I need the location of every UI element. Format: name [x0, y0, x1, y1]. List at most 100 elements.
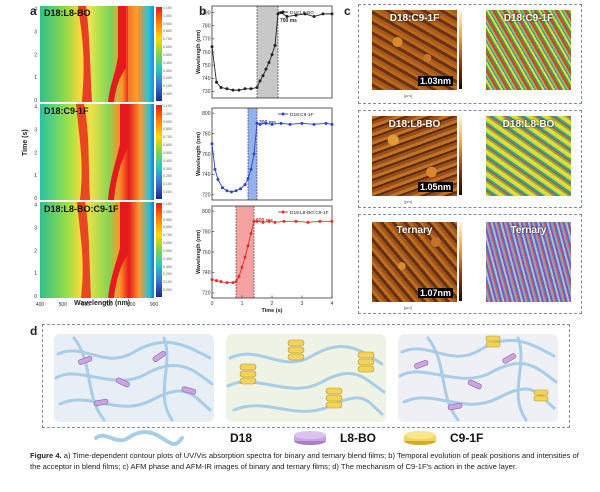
- panel-a-xtick: 400: [36, 302, 45, 308]
- panel-a-ytick: 4: [34, 203, 37, 209]
- contour-plot-binary-c91f: D18:C9-1F: [40, 104, 154, 200]
- panel-a-ytick: 0: [34, 196, 37, 202]
- data-point: [273, 220, 277, 224]
- colorbar-tick: 0.500: [163, 248, 172, 253]
- data-point: [276, 12, 280, 16]
- afm-phase-l8bo: D18:L8-BO 1.05nm: [372, 116, 457, 196]
- afm-colorbar-2: [459, 117, 462, 195]
- data-point: [225, 87, 229, 91]
- colorbar-tick: 1.100: [163, 6, 172, 10]
- data-point: [279, 121, 283, 125]
- ytick-label: 760: [202, 50, 211, 56]
- data-point: [330, 12, 334, 16]
- data-point: [230, 190, 233, 194]
- panel-a-ytick: 4: [34, 105, 37, 111]
- legend-marker: [281, 210, 285, 214]
- panel-a-ytick: 0: [34, 98, 37, 104]
- data-point: [264, 67, 268, 71]
- ytick-label: 760: [202, 250, 211, 256]
- data-point: [246, 244, 250, 248]
- data-point: [318, 219, 322, 223]
- panel-a-ytick: 3: [34, 225, 37, 231]
- ytick-label: 740: [202, 76, 211, 82]
- data-point: [219, 280, 223, 284]
- colorbar-tick: 0.400: [163, 158, 172, 163]
- data-point: [294, 13, 298, 17]
- colorbar-tick: 0.200: [163, 174, 172, 179]
- data-point: [215, 80, 218, 84]
- data-point: [306, 220, 310, 224]
- xtick-label: 4: [331, 301, 334, 307]
- afm-phase-label-2: D18:L8-BO: [388, 119, 441, 130]
- colorbar-tick: 0.400: [163, 256, 172, 261]
- afm-box-2: [358, 110, 582, 208]
- data-point: [219, 85, 223, 89]
- ytick-label: 780: [202, 24, 211, 30]
- caption-text: a) Time-dependent contour plots of UV/Vi…: [30, 451, 579, 471]
- panel-a-ytick: 1: [34, 173, 37, 179]
- colorbar-tick: 0.200: [163, 272, 172, 277]
- panel-a-ytick: 3: [34, 127, 37, 133]
- duration-annotation: 600 ms: [256, 218, 273, 224]
- data-point: [210, 142, 214, 146]
- ytick-label: 750: [202, 63, 211, 69]
- afm-unit-1: [µm]: [404, 93, 412, 98]
- afm-colorbar-3: [459, 223, 462, 301]
- data-point: [258, 122, 262, 126]
- afm-ir-c91f: D18:C9-1F: [486, 10, 571, 90]
- panel-a-ytick: 1: [34, 75, 37, 81]
- data-point: [243, 87, 247, 91]
- schematic-binary-l8bo: [54, 334, 214, 422]
- ylabel: Wavelength (nm): [196, 230, 202, 274]
- colorbar-tick: 0.500: [163, 52, 172, 57]
- colorbar-tick: 0.100: [163, 182, 172, 187]
- data-point: [225, 281, 229, 285]
- contour-label-1: D18:L8-BO: [44, 8, 91, 18]
- colorbar-tick: 0.700: [163, 37, 172, 42]
- afm-phase-ternary: Ternary 1.07nm: [372, 222, 457, 302]
- data-point: [312, 15, 316, 19]
- schematic-binary-c91f: [226, 334, 386, 422]
- data-point: [243, 183, 247, 187]
- data-point: [300, 121, 304, 125]
- panel-a-xtick: 900: [150, 302, 158, 308]
- afm-box-1: [358, 4, 582, 104]
- data-point: [210, 45, 214, 49]
- data-point: [237, 275, 241, 279]
- panel-a-ytick: 2: [34, 248, 37, 254]
- contour-label-3: D18:L8-BO:C9-1F: [44, 204, 119, 214]
- data-point: [249, 87, 253, 91]
- data-point: [243, 255, 247, 259]
- legend-l8bo-disc-icon: [294, 431, 326, 445]
- data-point: [330, 219, 334, 223]
- series-line: [211, 220, 332, 284]
- legend-marker: [281, 10, 285, 14]
- data-point: [303, 12, 307, 16]
- ylabel: Wavelength (nm): [196, 30, 202, 74]
- ytick-label: 740: [202, 172, 211, 178]
- contour-plot-ternary: D18:L8-BO:C9-1F: [40, 202, 154, 298]
- colorbar-tick: 0.800: [163, 29, 172, 34]
- data-point: [273, 43, 277, 47]
- ytick-label: 740: [202, 270, 211, 276]
- colorbar-tick: 0.100: [163, 84, 172, 89]
- ytick-label: 800: [202, 111, 211, 117]
- panel-a-ytick: 3: [34, 29, 37, 35]
- colorbar-tick: 0.000: [163, 288, 172, 293]
- xtick-label: 0: [211, 301, 214, 307]
- panel-a-xlabel: Wavelength (nm): [74, 300, 131, 307]
- ytick-label: 800: [202, 209, 211, 215]
- data-point: [288, 122, 292, 126]
- afm-colorbar-1: [459, 11, 462, 89]
- legend-label: D18:L8-BO: [290, 10, 314, 16]
- ytick-label: 780: [202, 131, 211, 137]
- data-point: [249, 232, 253, 236]
- data-point: [246, 177, 250, 181]
- panel-a-ytick: 1: [34, 271, 37, 277]
- ytick-label: 730: [202, 89, 211, 95]
- colorbar-ticks-1: 1.100 1.000 0.900 0.800 0.700 0.600 0.500 0.400…: [163, 6, 185, 101]
- data-point: [216, 178, 220, 182]
- data-point: [249, 167, 253, 171]
- panel-letter-c: c: [344, 4, 351, 18]
